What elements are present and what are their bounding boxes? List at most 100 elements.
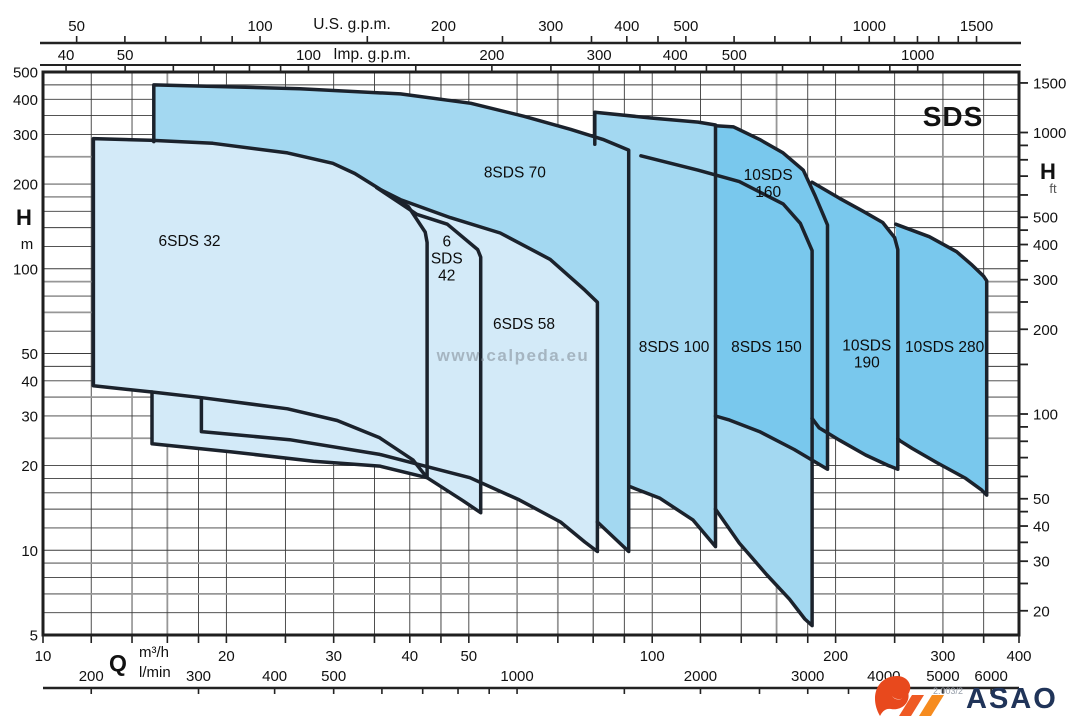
tick-label: 300 [538, 18, 563, 35]
tick-label: 100 [248, 18, 273, 35]
tick-label: 5 [30, 628, 38, 645]
tick-label: 200 [13, 177, 38, 194]
envelope-fill-6sds-58 [201, 143, 598, 552]
series-family-title: SDS [922, 101, 984, 132]
axis-title-flow-symbol: Q [109, 650, 127, 676]
tick-label: 400 [663, 47, 688, 64]
tick-label: 40 [401, 648, 418, 665]
envelope-label-10sds-160: 10SDS 160 [744, 167, 793, 201]
tick-label: 40 [1033, 519, 1050, 536]
envelope-label-6sds-58: 6SDS 58 [493, 316, 555, 333]
axis-us-gpm: 50 100 200 300 400 500 1000 1500 [40, 18, 1021, 45]
tick-label: 200 [479, 47, 504, 64]
tick-label: 100 [296, 47, 321, 64]
envelope-fill-10sds-280 [895, 224, 987, 496]
tick-label: 200 [431, 18, 456, 35]
envelope-outline-10sds-190 [810, 180, 900, 471]
tick-label: 500 [722, 47, 747, 64]
tick-label: 1500 [960, 18, 993, 35]
tick-label: 30 [1033, 554, 1050, 571]
envelope-outline-6sds-42 [150, 185, 483, 515]
axis-title-head-symbol-left: H [16, 205, 32, 230]
tick-label: 2000 [684, 668, 717, 685]
tick-label: 300 [930, 648, 955, 665]
tick-label: 50 [1033, 491, 1050, 508]
tick-label: 1000 [1033, 125, 1066, 142]
tick-label: 10 [21, 543, 38, 560]
envelope-outline-8sds-150 [639, 154, 814, 628]
tick-label: 200 [79, 668, 104, 685]
envelope-fill-8sds-100 [594, 112, 716, 547]
tick-label: 500 [673, 18, 698, 35]
tick-label: 1000 [853, 18, 886, 35]
doc-code: 2.003/2 [933, 686, 964, 696]
tick-label: 20 [1033, 603, 1050, 620]
tick-label: 500 [1033, 210, 1058, 227]
axis-unit-m3h: m³/h [139, 644, 169, 661]
tick-label: 50 [21, 346, 38, 363]
axis-imp-gpm: 40 50 100 200 300 400 500 1000 [40, 47, 1021, 72]
tick-label: 400 [262, 668, 287, 685]
tick-label: 300 [13, 127, 38, 144]
tick-label: 1500 [1033, 75, 1066, 92]
envelope-labels: 6SDS 32 6 SDS 42 6SDS 58 8SDS 70 8SDS 100 8SDS … [159, 164, 985, 371]
tick-label: 200 [823, 648, 848, 665]
tick-label: 300 [587, 47, 612, 64]
tick-label: 100 [640, 648, 665, 665]
axis-head-ft: 20 30 40 50 100 200 300 400 500 1000 1500 [1019, 75, 1066, 620]
tick-label: 300 [186, 668, 211, 685]
tick-label: 50 [460, 648, 477, 665]
tick-label: 400 [614, 18, 639, 35]
envelope-label-10sds-280: 10SDS 280 [905, 339, 985, 356]
envelope-outline-6sds-58 [199, 188, 600, 554]
tick-label: 10 [35, 648, 52, 665]
axis-title-head-symbol-right: H [1040, 159, 1056, 184]
axis-unit-lmin: l/min [139, 664, 171, 681]
tick-label: 400 [1006, 648, 1031, 665]
tick-label: 300 [1033, 272, 1058, 289]
envelope-outline-10sds-280 [893, 222, 989, 497]
asao-logo-icon [874, 675, 944, 716]
envelope-outline-10sds-160 [713, 124, 830, 471]
tick-label: 100 [1033, 407, 1058, 424]
envelope-label-8sds-150: 8SDS 150 [731, 339, 802, 356]
envelope-outline-8sds-70 [152, 83, 631, 554]
tick-label: 400 [1033, 237, 1058, 254]
axis-title-imp-gpm: Imp. g.p.m. [333, 46, 411, 63]
watermark: www.calpeda.eu [436, 346, 590, 365]
axis-head-m: 5 10 20 30 40 50 100 200 300 400 500 [13, 65, 38, 645]
tick-label: 40 [21, 373, 38, 390]
tick-label: 30 [21, 408, 38, 425]
axis-unit-head-ft: ft [1049, 181, 1057, 196]
tick-label: 20 [21, 458, 38, 475]
tick-label: 1000 [901, 47, 934, 64]
tick-label: 6000 [974, 668, 1007, 685]
envelope-fill-10sds-190 [812, 182, 898, 470]
envelope-label-10sds-190: 10SDS 190 [842, 338, 891, 372]
tick-label: 200 [1033, 322, 1058, 339]
tick-label: 40 [58, 47, 75, 64]
tick-label: 5000 [926, 668, 959, 685]
envelope-label-8sds-100: 8SDS 100 [639, 339, 710, 356]
envelope-label-8sds-70: 8SDS 70 [484, 164, 546, 181]
tick-label: 100 [13, 261, 38, 278]
tick-label: 20 [218, 648, 235, 665]
envelope-fills [93, 84, 987, 626]
axis-title-us-gpm: U.S. g.p.m. [313, 16, 391, 33]
axis-m3h: 10 20 30 40 50 100 200 300 400 [35, 635, 1032, 665]
axis-unit-head-m: m [20, 236, 34, 253]
tick-label: 500 [321, 668, 346, 685]
tick-label: 50 [68, 18, 85, 35]
plot-border [41, 70, 1021, 637]
tick-label: 400 [13, 92, 38, 109]
envelope-label-6sds-42: 6 SDS 42 [431, 234, 463, 285]
tick-label: 50 [117, 47, 134, 64]
envelope-fill-10sds-160 [715, 125, 828, 470]
tick-label: 1000 [500, 668, 533, 685]
tick-label: 500 [13, 65, 38, 82]
brand-logo-text: ASAO [966, 683, 1058, 715]
tick-label: 30 [325, 648, 342, 665]
tick-label: 3000 [791, 668, 824, 685]
